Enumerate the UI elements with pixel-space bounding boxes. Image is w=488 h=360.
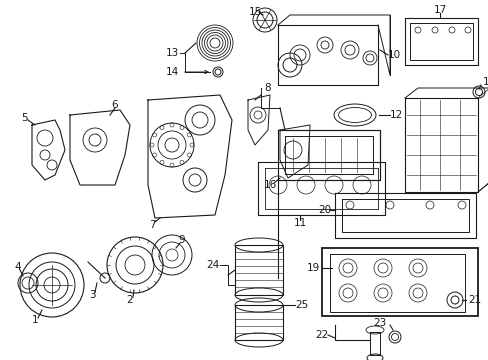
Text: 2: 2 <box>126 295 133 305</box>
Text: 1: 1 <box>32 315 38 325</box>
Text: 21: 21 <box>467 295 480 305</box>
Text: 5: 5 <box>21 113 28 123</box>
Text: 3: 3 <box>88 290 95 300</box>
Text: 20: 20 <box>318 205 331 215</box>
Text: 18: 18 <box>482 77 488 87</box>
Text: 7: 7 <box>148 220 155 230</box>
Text: 6: 6 <box>111 100 118 110</box>
Text: 17: 17 <box>432 5 446 15</box>
Text: 12: 12 <box>389 110 403 120</box>
Text: 9: 9 <box>178 235 185 245</box>
Text: 19: 19 <box>306 263 319 273</box>
Text: 22: 22 <box>315 330 328 340</box>
Text: 13: 13 <box>165 48 178 58</box>
Text: 24: 24 <box>206 260 219 270</box>
Bar <box>321 248 477 316</box>
Text: 16: 16 <box>263 180 276 190</box>
Text: 25: 25 <box>294 300 307 310</box>
Text: 4: 4 <box>15 262 21 272</box>
Text: 10: 10 <box>387 50 400 60</box>
Bar <box>235 245 283 295</box>
Bar <box>235 305 283 340</box>
Text: 23: 23 <box>373 318 386 328</box>
Text: 15: 15 <box>248 7 261 17</box>
Text: 11: 11 <box>293 218 306 228</box>
Text: 8: 8 <box>264 83 271 93</box>
Text: 14: 14 <box>165 67 178 77</box>
